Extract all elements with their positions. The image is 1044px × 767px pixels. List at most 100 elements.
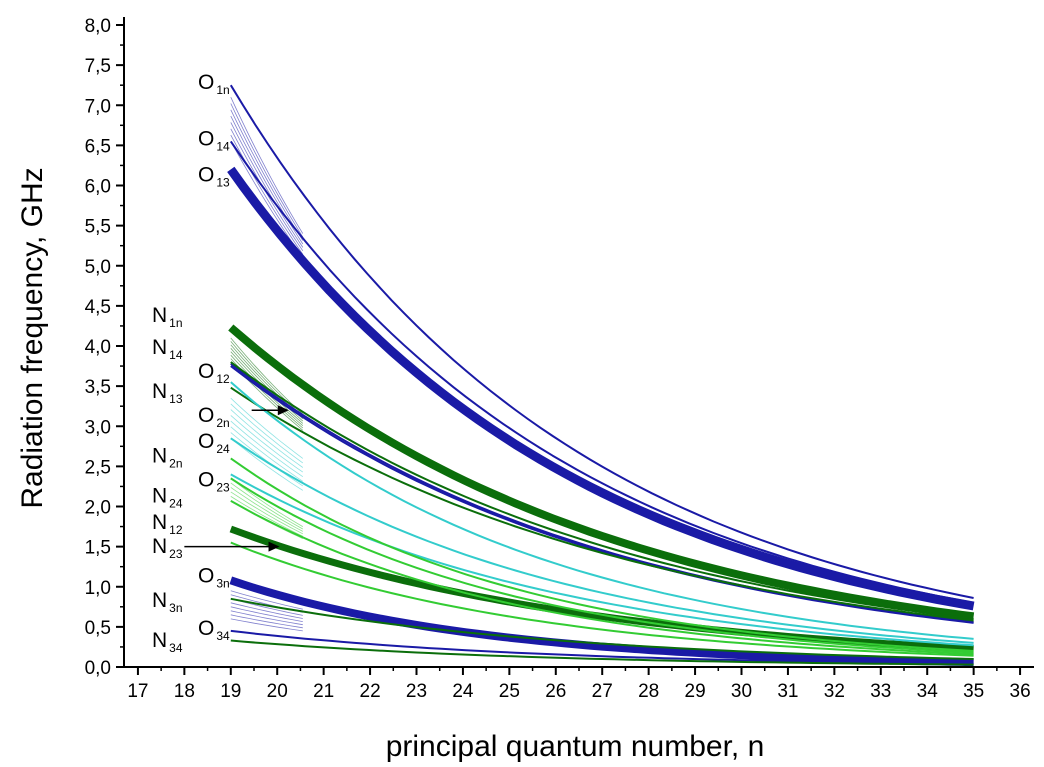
series-line: [227, 166, 975, 611]
y-tick-label: 2,0: [85, 498, 111, 519]
series-line: [230, 597, 974, 660]
fan-line: [230, 103, 304, 238]
y-tick-label: 4,0: [85, 337, 111, 358]
x-tick-label: 34: [917, 681, 939, 702]
y-tick-label: 8,0: [85, 16, 111, 37]
x-axis-title: principal quantum number, n: [386, 730, 765, 763]
y-tick-label: 0,5: [85, 618, 111, 639]
y-tick-label: 5,0: [85, 257, 111, 278]
series-line: [230, 365, 974, 624]
curve-label: N 3n: [152, 589, 183, 615]
x-tick-label: 31: [777, 681, 798, 702]
fan-line: [230, 337, 304, 415]
series-line: [229, 576, 974, 667]
curve-label: O 13: [198, 163, 230, 189]
x-tick-label: 27: [592, 681, 613, 702]
series-line: [230, 541, 974, 657]
fan-line: [230, 482, 303, 530]
fan-line: [230, 478, 304, 527]
series-line: [230, 473, 974, 647]
fan-line: [230, 496, 303, 537]
series-line: [230, 437, 974, 644]
x-tick-label: 23: [406, 681, 427, 702]
fan-line: [230, 134, 304, 255]
annotations: O 1nO 14O 13N 1nN 14N 13O 12O 2nO 24N 2nO 23N 24N 12N…: [152, 71, 289, 655]
fan-line: [230, 420, 304, 478]
series-line: [230, 386, 974, 622]
y-tick-label: 3,0: [85, 417, 111, 438]
y-tick-label: 7,5: [85, 56, 111, 77]
fan-line: [230, 437, 304, 491]
series-line: [230, 381, 974, 640]
series-line: [229, 84, 974, 599]
curve-label: N 14: [152, 336, 183, 362]
y-tick-label: 2,5: [85, 457, 111, 478]
curve-label: N 13: [152, 380, 183, 406]
series-line: [230, 457, 974, 652]
curve-label: N 1n: [152, 304, 183, 330]
x-tick-label: 24: [452, 681, 474, 702]
curve-label: O 34: [198, 617, 230, 643]
x-tick-label: 20: [267, 681, 288, 702]
x-tick-label: 25: [499, 681, 520, 702]
series-line: [230, 629, 974, 665]
x-tick-label: 30: [731, 681, 752, 702]
x-tick-label: 17: [127, 681, 148, 702]
series-line: [230, 639, 974, 666]
curve-label: O 1n: [198, 71, 230, 97]
curve-label: N 12: [152, 511, 183, 537]
curve-label: O 12: [198, 360, 230, 386]
fan-line: [230, 97, 304, 234]
x-tick-label: 36: [1010, 681, 1031, 702]
x-tick-label: 22: [360, 681, 381, 702]
series-line: [229, 525, 974, 652]
fan-line: [230, 618, 303, 632]
x-tick-label: 21: [313, 681, 334, 702]
y-tick-label: 0,0: [85, 658, 111, 679]
fan-line: [230, 614, 303, 629]
arrow-head: [268, 541, 280, 552]
fan-line: [230, 426, 304, 482]
y-ticks: 0,0 0,5 1,0 1,5 2,0 2,5 3,0 3,5 4,0 4,5 5,0 5,5 6,0 6…: [85, 16, 124, 679]
y-tick-label: 1,5: [85, 538, 111, 559]
fan-line: [230, 109, 304, 241]
x-ticks: 17 18 19 20 21 22 23 24 25 26 27 28 29 30 31 32 33 34 35 36: [127, 667, 1031, 702]
y-axis-title: Radiation frequency, GHz: [16, 167, 49, 508]
curve-label: O 14: [198, 127, 230, 153]
x-tick-label: 35: [963, 681, 984, 702]
y-tick-label: 5,5: [85, 217, 111, 238]
y-tick-label: 7,0: [85, 96, 111, 117]
y-tick-label: 3,5: [85, 377, 111, 398]
x-tick-label: 28: [638, 681, 659, 702]
curve-label: N 34: [152, 629, 183, 655]
fan-line: [230, 403, 304, 464]
curve-label: N 2n: [152, 444, 183, 470]
series-lines: [227, 84, 975, 667]
series-line: [228, 324, 975, 621]
x-tick-label: 33: [870, 681, 891, 702]
x-tick-label: 18: [174, 681, 195, 702]
y-tick-label: 6,0: [85, 177, 111, 198]
series-line: [230, 477, 974, 654]
curve-label: O 24: [198, 430, 230, 456]
curve-label: N 24: [152, 484, 183, 510]
fan-line: [230, 397, 304, 459]
curve-label: O 23: [198, 468, 230, 494]
curve-label: N 23: [152, 535, 183, 561]
x-tick-label: 29: [685, 681, 706, 702]
fan-line: [230, 122, 304, 248]
fan-line: [230, 409, 304, 468]
fan-line: [230, 491, 303, 535]
x-tick-label: 32: [824, 681, 845, 702]
arrow-head: [277, 405, 289, 416]
curve-label: O 3n: [198, 565, 230, 591]
axes: 17 18 19 20 21 22 23 24 25 26 27 28 29 30 31 32 33 34 35 36…: [85, 16, 1034, 702]
fan-line: [230, 606, 303, 622]
y-tick-label: 6,5: [85, 136, 111, 157]
fan-line: [230, 602, 303, 619]
series-line: [230, 361, 974, 620]
x-tick-label: 26: [545, 681, 566, 702]
curve-label: O 2n: [198, 404, 230, 430]
fan-line: [230, 415, 304, 473]
